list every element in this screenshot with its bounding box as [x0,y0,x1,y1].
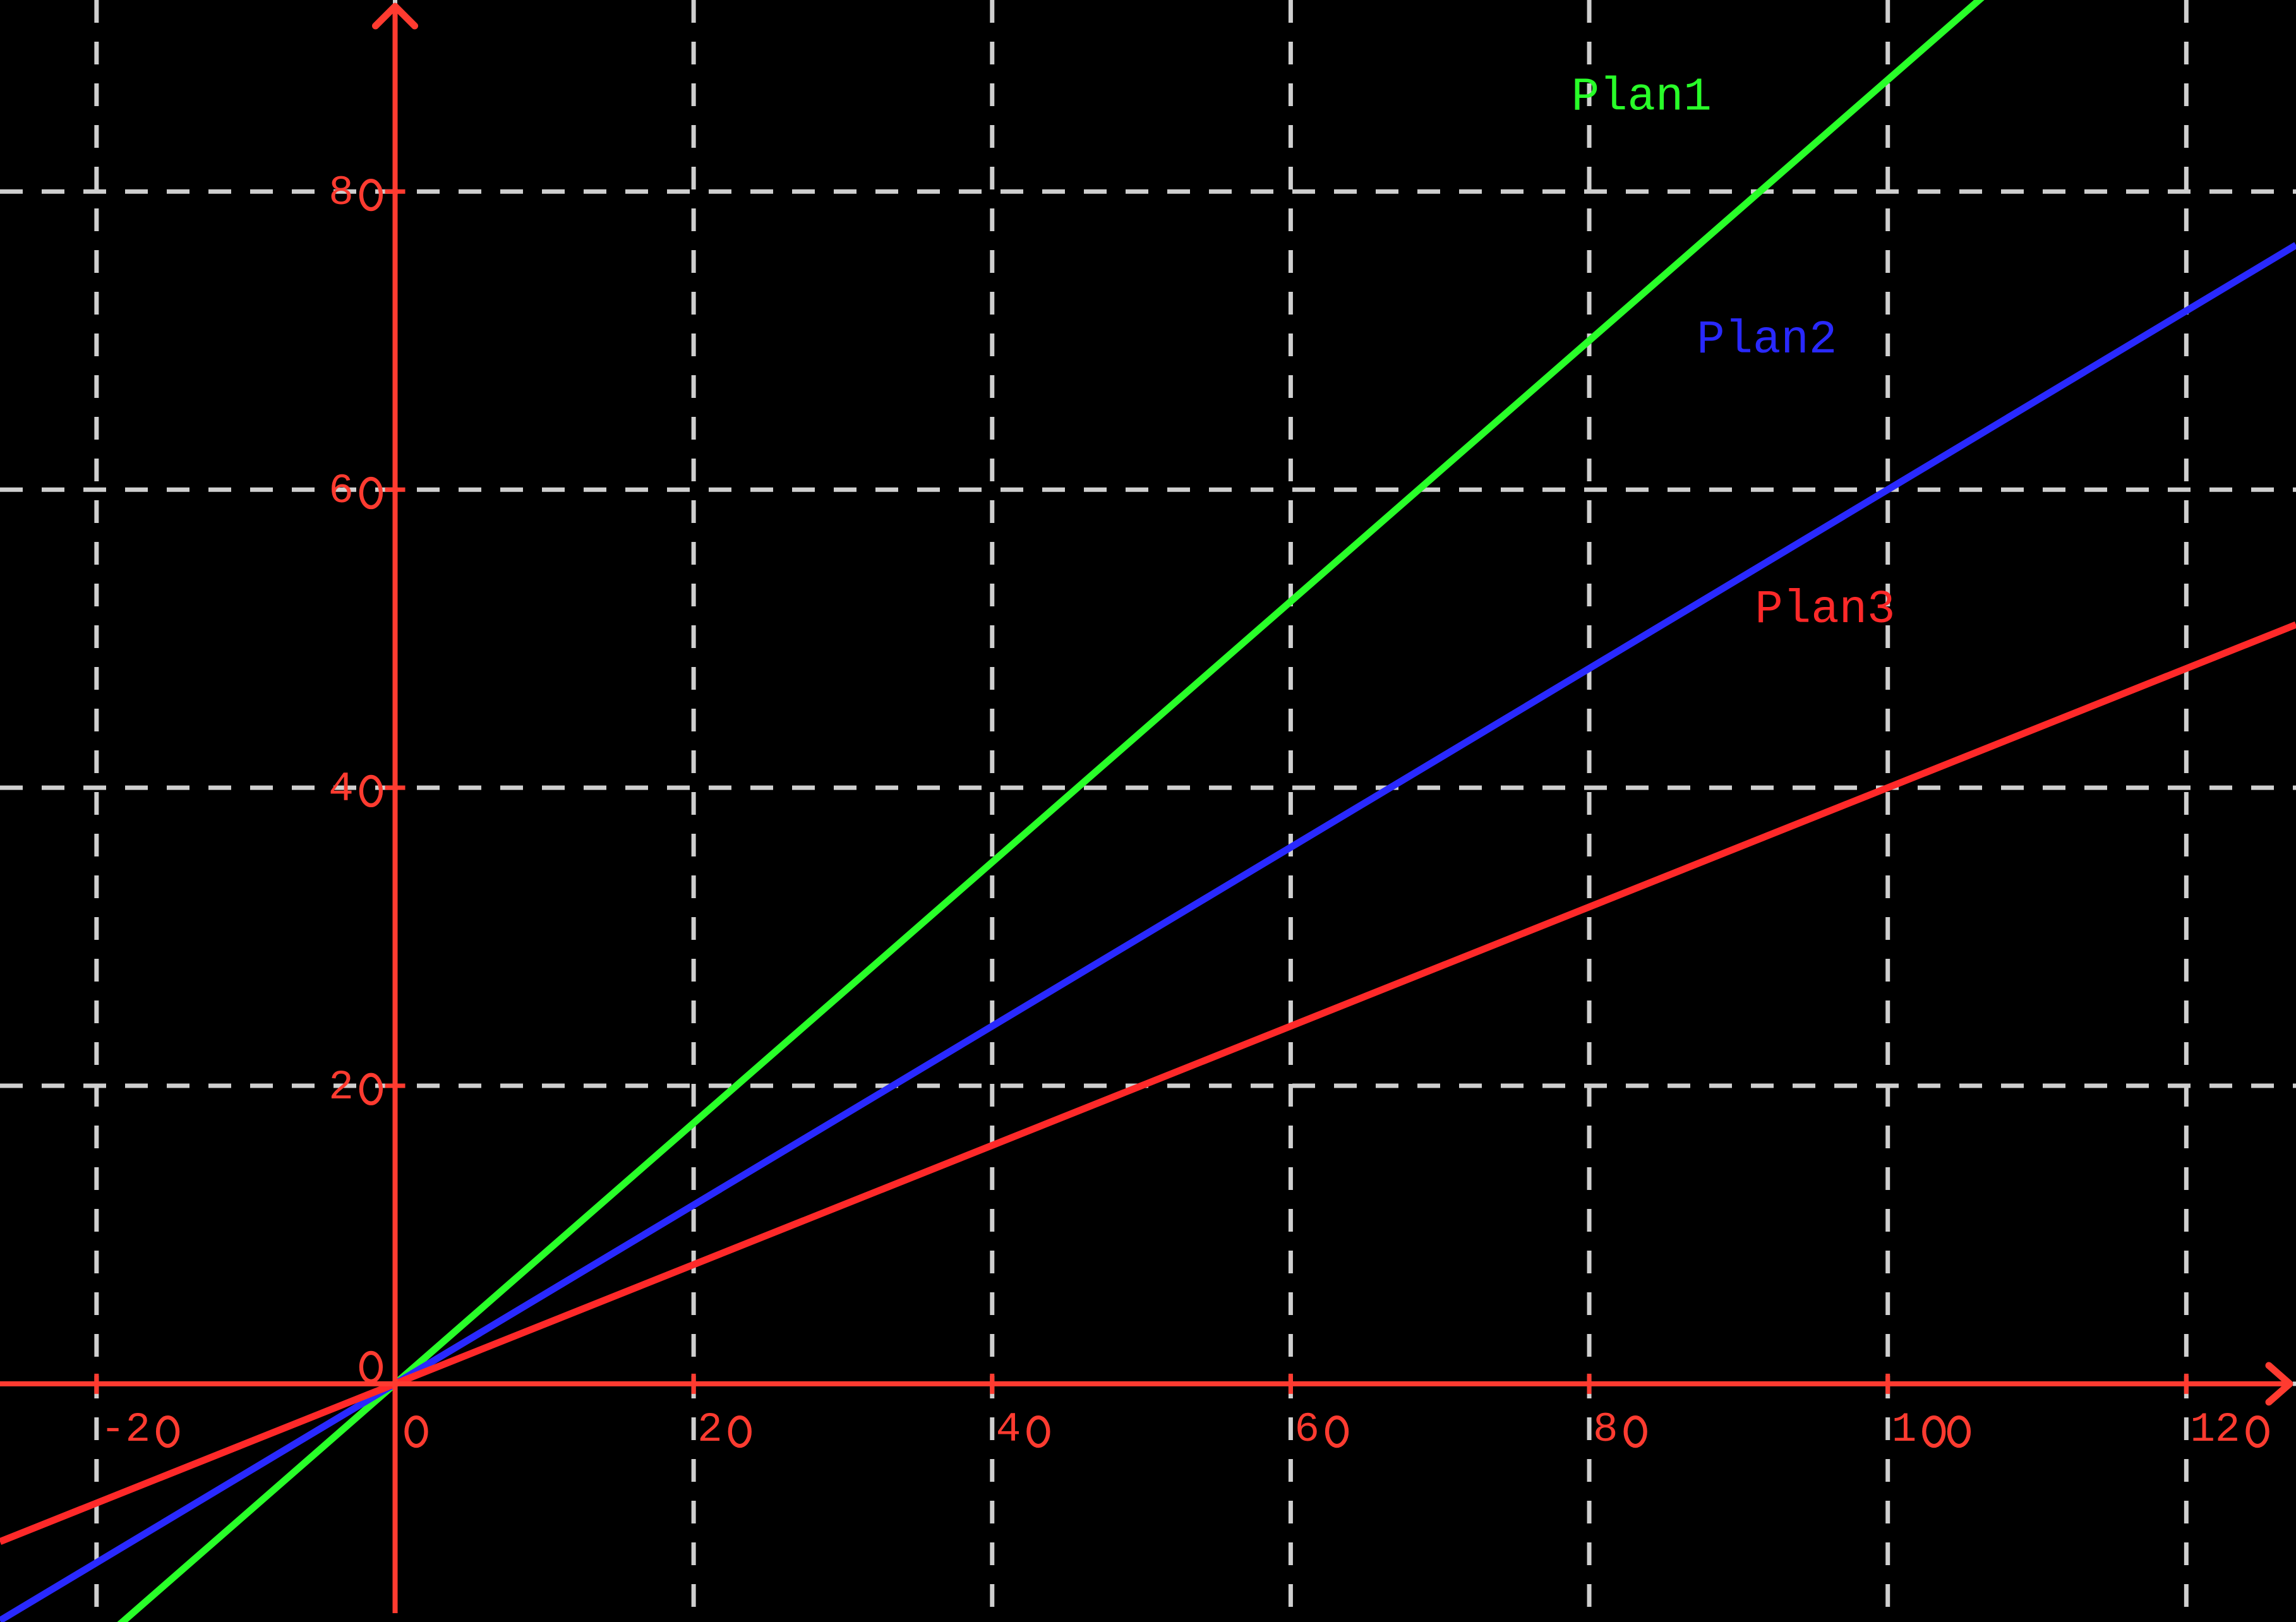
svg-text:4: 4 [328,766,354,813]
svg-text:8: 8 [328,169,354,217]
svg-text:12: 12 [2190,1406,2240,1453]
svg-text:Plan3: Plan3 [1755,584,1895,637]
svg-text:6: 6 [328,467,354,515]
svg-text:2: 2 [697,1406,723,1453]
svg-text:8: 8 [1593,1406,1618,1453]
svg-text:2: 2 [328,1064,354,1111]
svg-text:Plan1: Plan1 [1572,71,1712,124]
svg-text:1: 1 [1892,1406,1917,1453]
svg-text:Plan2: Plan2 [1697,314,1837,367]
svg-text:-2: -2 [100,1406,150,1453]
svg-text:6: 6 [1294,1406,1319,1453]
svg-text:4: 4 [996,1406,1021,1453]
